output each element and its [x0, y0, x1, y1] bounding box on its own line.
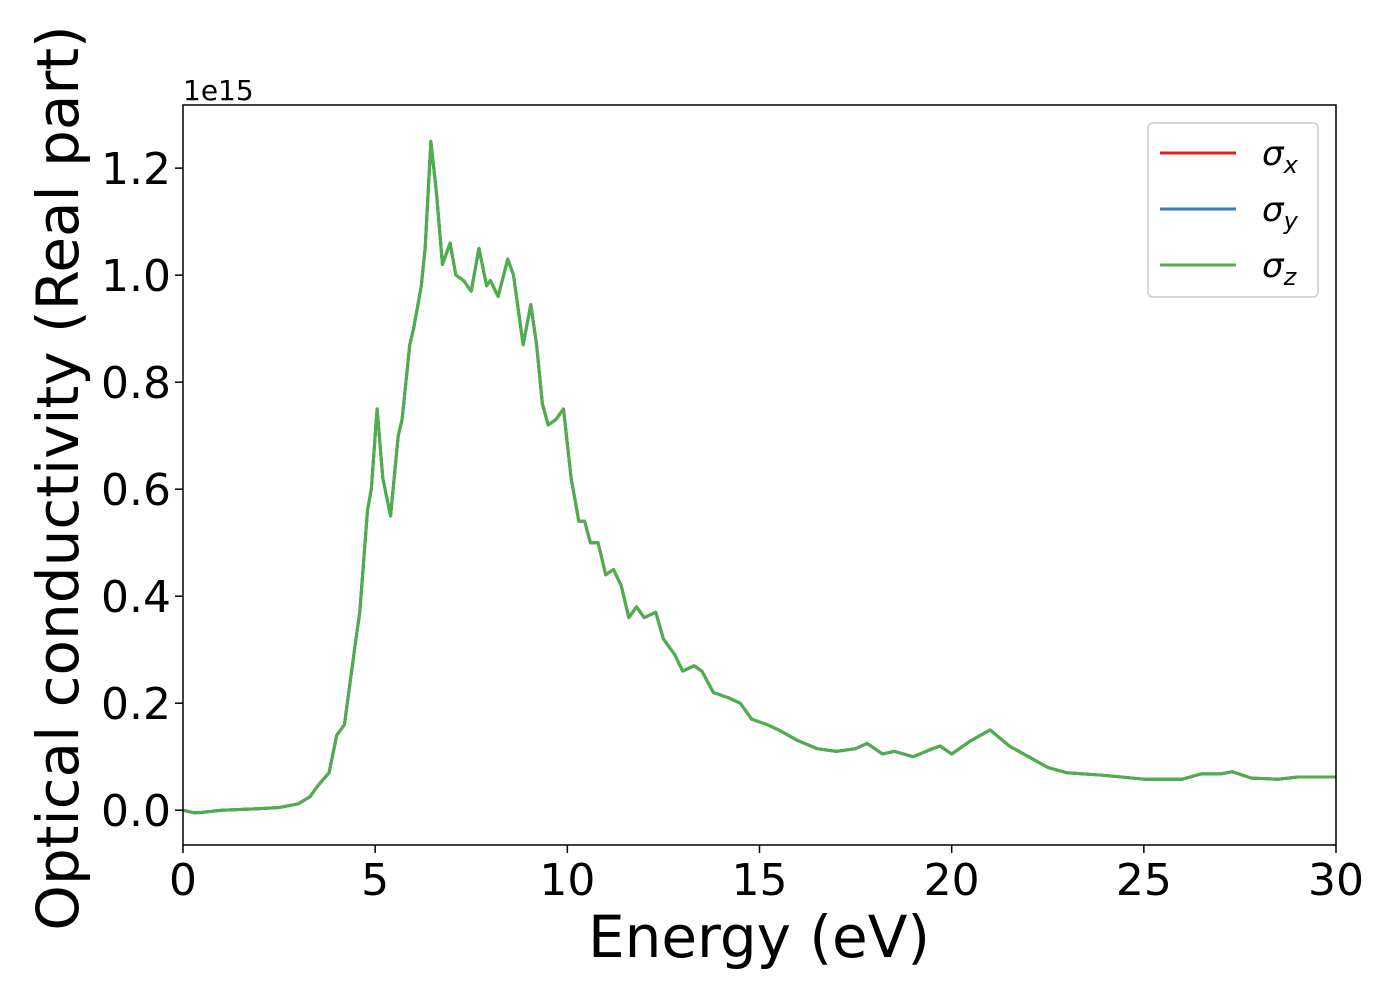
y-offset-label: 1e15 — [183, 74, 254, 107]
legend-label: σz — [1262, 246, 1298, 291]
legend-label: σy — [1262, 190, 1299, 235]
x-tick-label: 5 — [361, 855, 389, 906]
y-tick-label: 1.0 — [101, 251, 171, 302]
y-axis-label: Optical conductivity (Real part) — [24, 25, 92, 930]
y-tick-label: 0.8 — [101, 358, 171, 409]
plot-frame — [182, 104, 1337, 846]
x-tick-label: 30 — [1308, 855, 1364, 906]
y-tick-label: 1.2 — [101, 144, 171, 195]
y-tick-label: 0.2 — [101, 679, 171, 730]
plot-lines — [183, 139, 1336, 815]
y-tick-label: 0.4 — [101, 572, 171, 623]
x-tick-label: 15 — [732, 855, 788, 906]
x-tick-label: 25 — [1116, 855, 1172, 906]
x-axis-label: Energy (eV) — [588, 903, 930, 971]
x-tick-label: 0 — [169, 855, 197, 906]
x-tick-label: 10 — [539, 855, 595, 906]
x-tick-label: 20 — [924, 855, 980, 906]
y-tick-label: 0.0 — [101, 786, 171, 837]
legend-label: σx — [1262, 134, 1299, 179]
y-tick-label: 0.6 — [101, 465, 171, 516]
data-line — [183, 139, 1336, 815]
